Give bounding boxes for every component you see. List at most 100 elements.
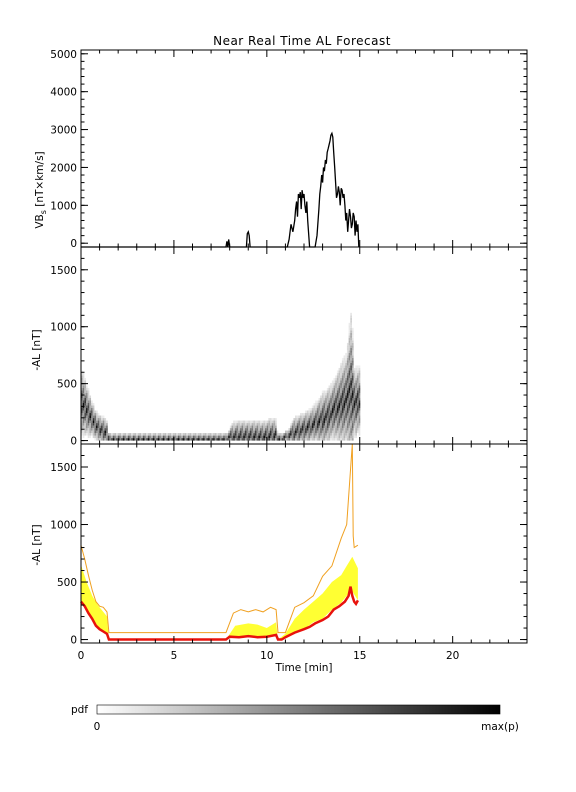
heatmap-cell [351, 403, 354, 406]
heatmap-cell [193, 433, 195, 436]
heatmap-cell [323, 438, 326, 441]
heatmap-cell [254, 438, 257, 441]
heatmap-cell [356, 367, 359, 371]
heatmap-cell [351, 425, 354, 429]
heatmap-cell [254, 425, 257, 429]
heatmap-cell [218, 433, 220, 436]
heatmap-cell [321, 430, 324, 434]
heatmap-cell [261, 438, 264, 441]
heatmap-cell [117, 438, 120, 441]
heatmap-cell [303, 430, 306, 434]
heatmap-cell [121, 435, 123, 439]
heatmap-cell [348, 380, 351, 383]
heatmap-cell [326, 420, 329, 424]
heatmap-cell [136, 435, 138, 439]
heatmap-cell [244, 428, 247, 431]
heatmap-cell [343, 408, 346, 411]
heatmap-cell [178, 438, 180, 441]
heatmap-cell [298, 418, 301, 421]
heatmap-cell [343, 395, 346, 398]
heatmap-cell [320, 415, 322, 419]
heatmap-cell [323, 423, 326, 426]
heatmap-cell [350, 320, 352, 323]
heatmap-cell [331, 387, 334, 391]
heatmap-cell [97, 430, 100, 434]
heatmap-cell [87, 395, 90, 398]
heatmap-cell [290, 430, 292, 434]
heatmap-cell [178, 433, 180, 436]
heatmap-cell [351, 360, 354, 363]
heatmap-cell [211, 438, 214, 441]
heatmap-cell [269, 425, 272, 429]
heatmap-cell [228, 435, 230, 439]
heatmap-cell [106, 425, 108, 429]
heatmap-cell [328, 395, 331, 398]
heatmap-cell [268, 433, 270, 436]
heatmap-cell [92, 408, 95, 411]
heatmap-cell [161, 438, 163, 441]
heatmap-cell [102, 418, 105, 421]
heatmap-cell [263, 435, 265, 439]
heatmap-cell [331, 418, 334, 421]
heatmap-cell [91, 420, 93, 424]
x-tick-label: 10 [260, 650, 273, 662]
heatmap-cell [333, 425, 336, 429]
heatmap-cell [313, 435, 316, 439]
heatmap-cell [82, 415, 85, 419]
heatmap-cell [239, 433, 242, 436]
heatmap-cell [343, 357, 346, 361]
heatmap-cell [325, 415, 327, 419]
heatmap-cell [335, 420, 337, 424]
heatmap-cell [293, 425, 296, 429]
heatmap-cell [296, 423, 299, 426]
heatmap-cell [321, 408, 324, 411]
heatmap-cell [81, 413, 83, 416]
heatmap-cell [169, 435, 172, 439]
heatmap-cell [321, 433, 324, 436]
heatmap-cell [87, 415, 90, 419]
heatmap-cell [189, 438, 192, 441]
heatmap-cell [336, 398, 339, 401]
heatmap-cell [350, 362, 352, 366]
heatmap-cell [308, 408, 311, 411]
heatmap-cell [290, 428, 292, 431]
heatmap-cell [348, 387, 351, 391]
heatmap-cell [316, 418, 319, 421]
heatmap-cell [164, 435, 167, 439]
heatmap-cell [326, 428, 329, 431]
heatmap-cell [89, 413, 92, 416]
heatmap-cell [214, 438, 217, 441]
heatmap-cell [251, 420, 254, 424]
heatmap-cell [340, 390, 342, 393]
heatmap-cell [233, 433, 235, 436]
heatmap-cell [122, 435, 125, 439]
heatmap-cell [305, 430, 307, 434]
heatmap-cell [316, 403, 319, 406]
heatmap-cell [338, 377, 341, 381]
heatmap-cell [316, 410, 319, 414]
heatmap-cell [350, 325, 352, 328]
heatmap-cell [226, 438, 229, 441]
heatmap-cell [256, 438, 259, 441]
heatmap-cell [338, 415, 341, 419]
heatmap-cell [295, 433, 297, 436]
heatmap-cell [238, 425, 240, 429]
heatmap-cell [106, 438, 108, 441]
heatmap-cell [266, 433, 269, 436]
heatmap-cell [198, 435, 200, 439]
heatmap-cell [86, 433, 88, 436]
heatmap-cell [341, 360, 344, 363]
heatmap-cell [356, 377, 359, 381]
heatmap-cell [320, 400, 322, 404]
heatmap-cell [86, 418, 88, 421]
heatmap-cell [311, 435, 314, 439]
heatmap-cell [356, 382, 359, 386]
heatmap-cell [273, 425, 276, 429]
heatmap-cell [264, 428, 267, 431]
heatmap-cell [338, 413, 341, 416]
heatmap-cell [343, 435, 346, 439]
heatmap-cell [303, 423, 306, 426]
heatmap-cell [335, 438, 337, 441]
heatmap-cell [348, 345, 351, 348]
